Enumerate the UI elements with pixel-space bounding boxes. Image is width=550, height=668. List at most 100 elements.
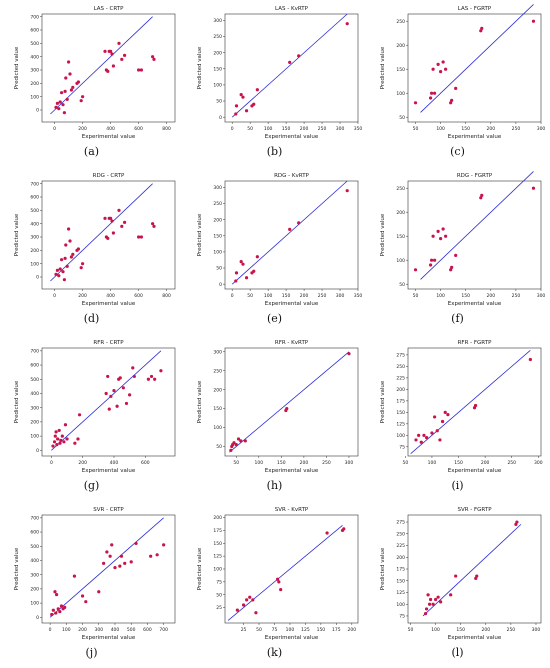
y-tick-label: 75 [399, 444, 405, 450]
data-point [76, 80, 80, 84]
y-tick-label: 200 [396, 210, 405, 216]
plot-frame [41, 180, 176, 290]
x-tick-label: 300 [534, 460, 543, 466]
x-tick-label: 50 [233, 460, 239, 466]
y-tick-label: 50 [216, 592, 222, 598]
x-tick-label: 100 [264, 126, 273, 132]
x-tick-label: 150 [282, 126, 291, 132]
data-point [108, 554, 112, 558]
chart-title: RDG - FGRTP [457, 173, 493, 179]
y-tick-label: 600 [30, 195, 39, 201]
data-point [55, 268, 60, 272]
x-tick-label: 700 [159, 627, 168, 633]
chart-title: SVR - FGRTP [457, 507, 492, 513]
data-point [67, 227, 71, 231]
data-point [444, 67, 448, 71]
scatter-plot: RFR - FGRTP 50 100 150 200 250 300 75 100 125 150 1… [380, 340, 543, 474]
x-tick-label: 150 [282, 293, 291, 299]
data-point [53, 434, 57, 438]
y-tick-label: 400 [30, 221, 39, 227]
data-point [102, 561, 106, 565]
data-point [449, 101, 453, 105]
data-point [248, 595, 252, 599]
data-point [297, 221, 301, 225]
data-point [134, 541, 138, 546]
data-point [475, 574, 479, 578]
x-tick-label: 150 [461, 126, 470, 132]
x-axis-label: Experimental value [448, 468, 502, 474]
data-point [68, 72, 72, 76]
y-tick-label: 125 [396, 590, 405, 596]
chart-title: RDG - CRTP [93, 173, 125, 179]
y-tick-label: 600 [30, 530, 39, 536]
chart-panel: RDG - FGRTP 50 100 150 200 250 300 50 100 150 200 2… [366, 167, 549, 334]
data-point [139, 235, 143, 239]
data-point [58, 610, 62, 614]
data-point [239, 439, 243, 443]
chart-panel: RFR - CRTP 0 200 400 600 0 100 200 300 400 500 600 7… [0, 334, 183, 501]
x-tick-label: 350 [354, 126, 363, 132]
y-tick-label: 200 [396, 43, 405, 49]
y-tick-label: 300 [213, 349, 222, 355]
chart-panel: RFR - FGRTP 50 100 150 200 250 300 75 100 125 150 1… [366, 334, 549, 501]
y-axis-label: Predicted value [14, 380, 20, 423]
data-point [449, 268, 453, 272]
data-point [59, 438, 63, 442]
data-point [61, 103, 65, 107]
scatter-plot: LAS - FGRTP 50 100 150 200 250 300 50 100 150 200 2… [380, 4, 545, 140]
data-point [439, 70, 443, 74]
y-axis-label: Predicted value [197, 46, 203, 89]
x-tick-label: 150 [461, 293, 470, 299]
data-point [63, 256, 67, 260]
data-point [239, 259, 243, 264]
y-tick-label: 500 [30, 41, 39, 47]
data-point [297, 54, 301, 58]
reference-line [49, 517, 164, 618]
x-tick-label: 200 [481, 460, 490, 466]
y-tick-label: 300 [30, 235, 39, 241]
data-point [56, 437, 60, 441]
data-point [234, 104, 239, 108]
data-point [54, 430, 58, 434]
y-tick-label: 700 [30, 348, 39, 354]
data-point [159, 369, 163, 373]
y-tick-label: 100 [213, 83, 222, 89]
data-point [454, 253, 458, 257]
panel-caption: (a) [83, 145, 100, 158]
data-point [414, 438, 418, 442]
data-point [422, 433, 426, 437]
data-point [152, 57, 156, 61]
x-tick-label: 150 [456, 627, 465, 633]
x-tick-label: 100 [264, 293, 273, 299]
y-axis-label: Predicted value [197, 547, 203, 590]
y-tick-label: 500 [30, 377, 39, 383]
y-tick-label: 200 [30, 248, 39, 254]
y-tick-label: 225 [396, 375, 405, 381]
y-tick-label: 250 [213, 368, 222, 374]
data-point [118, 564, 122, 568]
y-tick-label: 100 [30, 601, 39, 607]
x-tick-label: 300 [537, 293, 546, 299]
data-point [131, 366, 135, 370]
y-tick-label: 0 [36, 108, 39, 114]
data-point [64, 76, 68, 80]
x-tick-label: 50 [247, 293, 253, 299]
y-tick-label: 125 [213, 554, 222, 560]
data-point [436, 229, 440, 233]
scatter-plot: LAS - KvRTP 0 50 100 150 200 250 300 350 0 50 100 15… [197, 6, 363, 140]
y-tick-label: 50 [399, 282, 405, 288]
x-tick-label: 50 [413, 126, 419, 132]
y-tick-label: 150 [396, 67, 405, 73]
data-point [429, 258, 434, 262]
x-tick-label: 600 [134, 293, 143, 299]
y-tick-label: 400 [30, 54, 39, 60]
y-tick-label: 50 [216, 444, 222, 450]
x-tick-label: 300 [336, 126, 345, 132]
data-point [69, 88, 73, 92]
y-tick-label: 300 [30, 68, 39, 74]
data-point [97, 590, 101, 594]
data-point [436, 595, 440, 599]
data-point [80, 594, 85, 598]
data-point [441, 227, 445, 231]
x-axis-label: Experimental value [265, 134, 319, 140]
